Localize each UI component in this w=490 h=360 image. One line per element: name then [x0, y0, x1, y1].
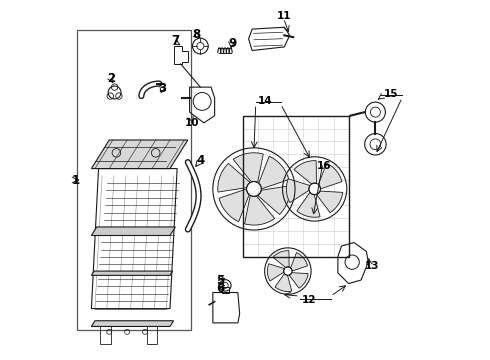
Text: 16: 16 [317, 161, 331, 171]
Polygon shape [258, 186, 290, 215]
Polygon shape [318, 163, 342, 189]
Text: 7: 7 [172, 34, 179, 47]
Polygon shape [275, 274, 292, 292]
Text: 8: 8 [193, 28, 201, 41]
Polygon shape [291, 253, 308, 271]
Text: 1: 1 [71, 174, 79, 186]
Bar [100, 327, 111, 344]
Polygon shape [92, 321, 173, 327]
Text: 15: 15 [384, 89, 399, 99]
Polygon shape [245, 195, 275, 225]
Text: 4: 4 [196, 154, 204, 167]
Text: 2: 2 [107, 72, 115, 85]
Text: 12: 12 [302, 295, 317, 305]
Text: 3: 3 [158, 82, 166, 95]
Text: 5: 5 [216, 274, 224, 287]
Bar [243, 116, 348, 257]
Polygon shape [219, 189, 249, 222]
Bar [77, 30, 192, 330]
Text: 11: 11 [277, 11, 292, 21]
Polygon shape [297, 192, 320, 217]
Bar [147, 327, 157, 344]
Text: 9: 9 [229, 37, 237, 50]
Text: 14: 14 [257, 96, 272, 107]
Polygon shape [233, 153, 263, 183]
Polygon shape [317, 191, 343, 213]
Polygon shape [289, 273, 308, 288]
Polygon shape [286, 179, 310, 203]
Polygon shape [259, 156, 289, 189]
Polygon shape [273, 251, 289, 267]
Text: 6: 6 [216, 282, 224, 295]
Bar [222, 287, 229, 293]
Polygon shape [294, 161, 317, 184]
Polygon shape [92, 227, 175, 235]
Polygon shape [92, 140, 188, 168]
Polygon shape [268, 264, 285, 281]
Text: 10: 10 [185, 118, 199, 128]
Polygon shape [92, 271, 172, 275]
Text: 13: 13 [365, 261, 379, 271]
Polygon shape [218, 163, 250, 192]
